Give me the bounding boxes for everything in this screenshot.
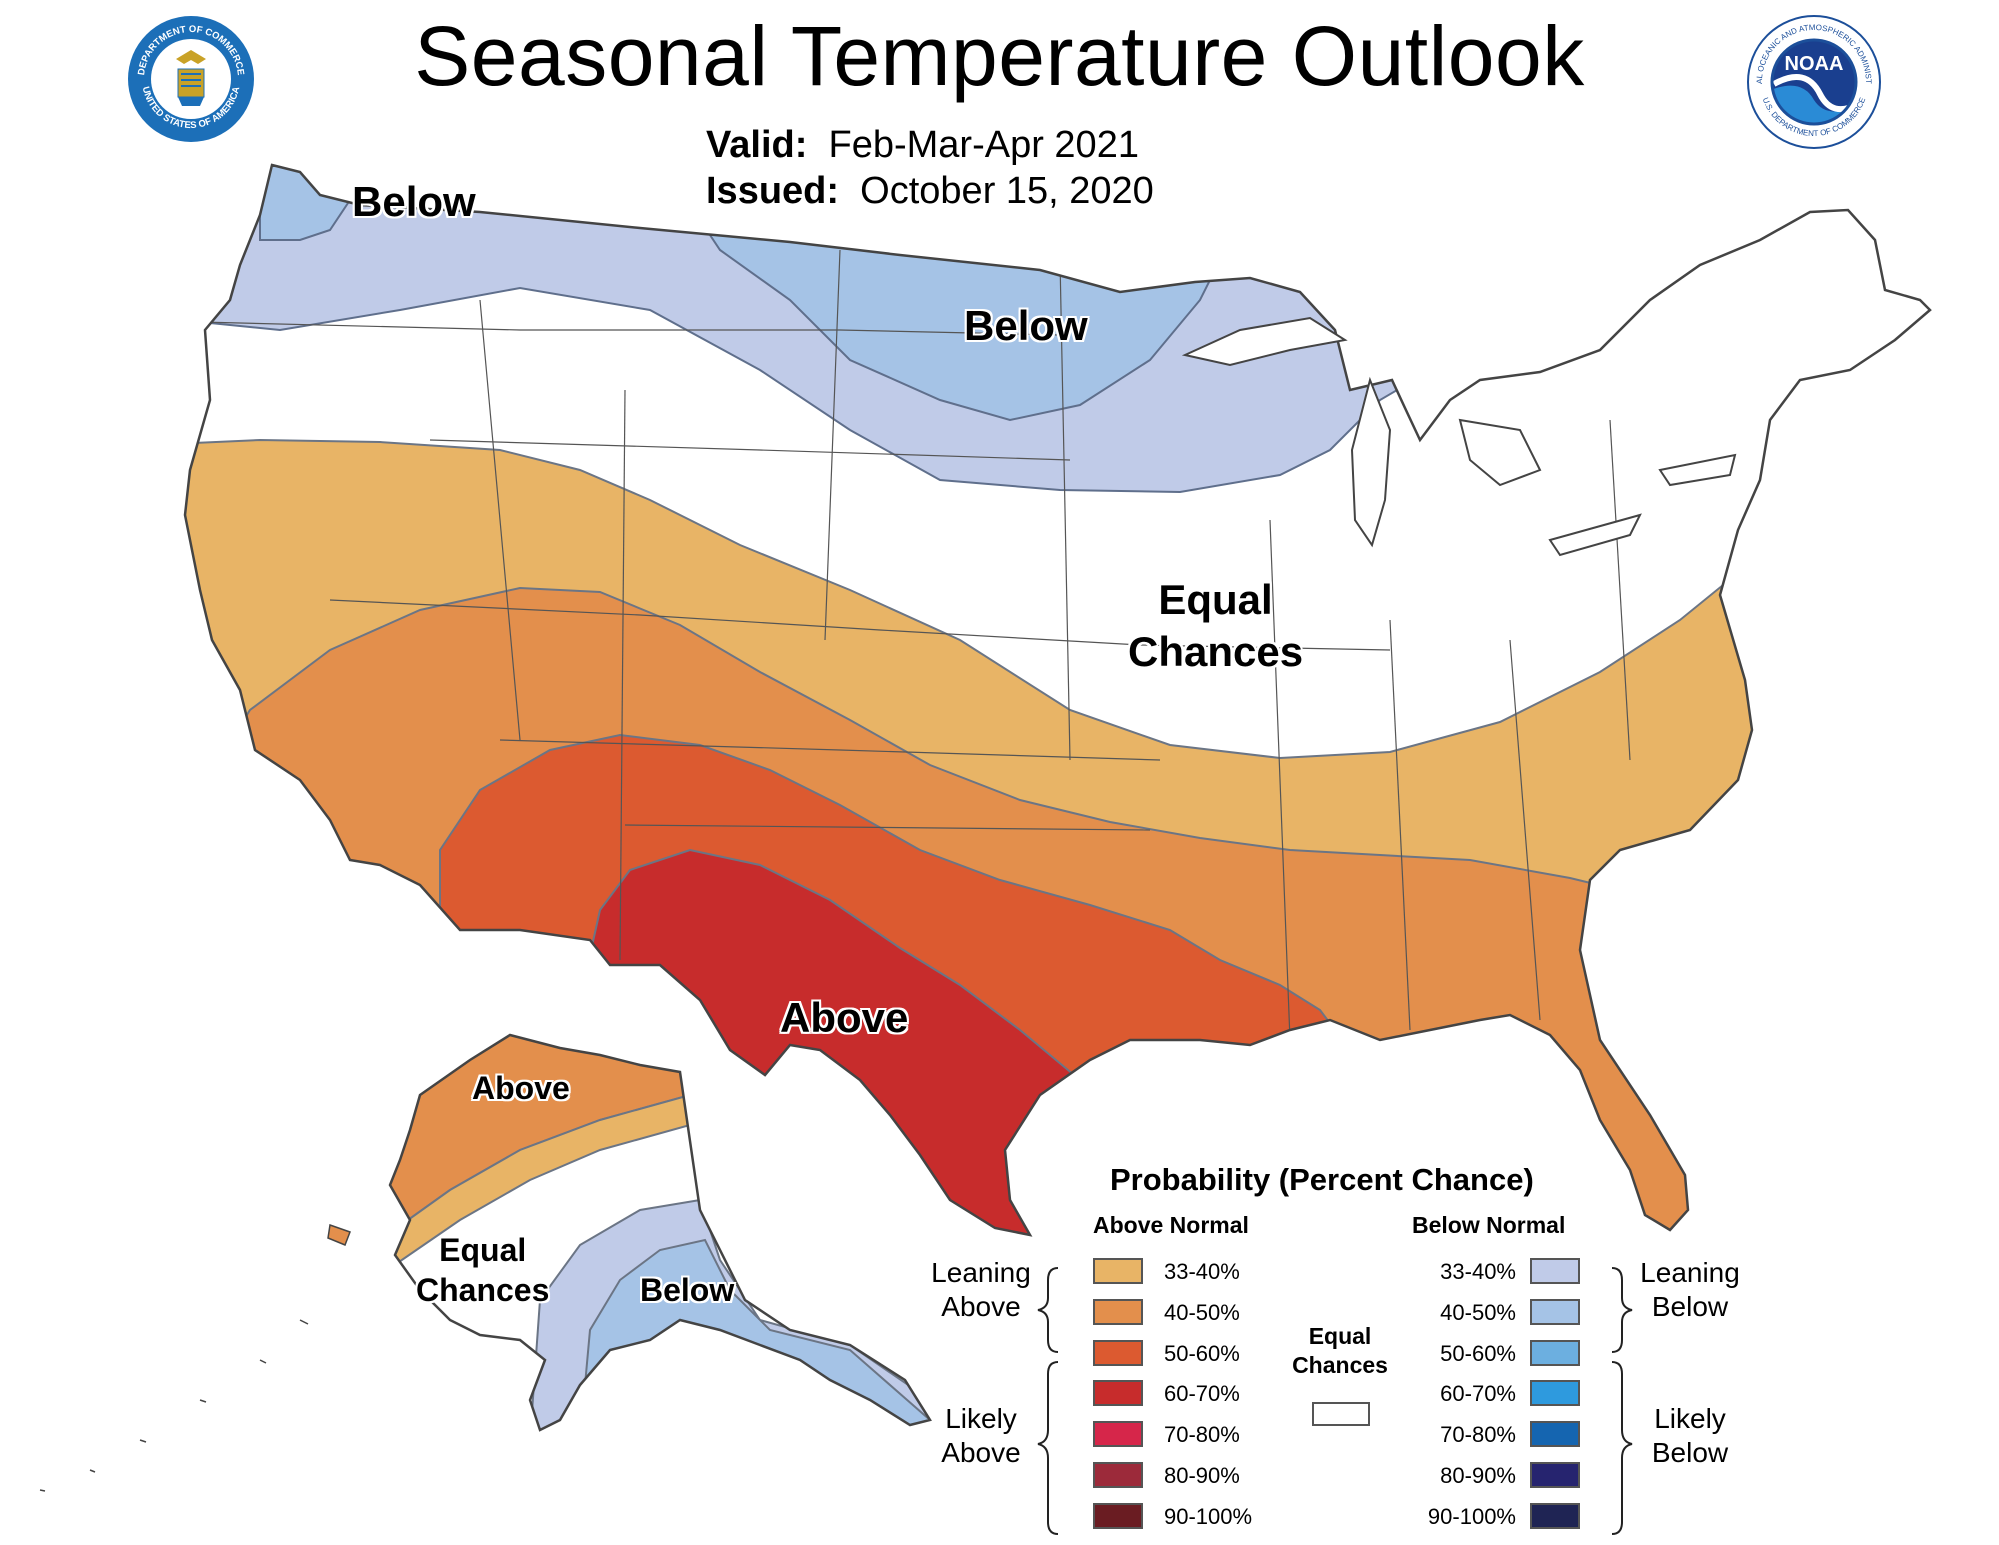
equal-chances-swatch bbox=[1312, 1402, 1370, 1426]
issued-label: Issued: bbox=[706, 170, 840, 212]
below-swatch bbox=[1530, 1421, 1580, 1447]
legend-braces bbox=[1037, 1267, 1633, 1535]
leaning-above-brace bbox=[1037, 1267, 1059, 1353]
likely-above-line1: Likely bbox=[945, 1403, 1017, 1434]
below-normal-header: Below Normal bbox=[1412, 1212, 1566, 1238]
north-below-label: Below bbox=[964, 302, 1088, 349]
ak-below-label: Below bbox=[640, 1272, 735, 1308]
leaning-above-line1: Leaning bbox=[931, 1257, 1031, 1288]
noaa-center-text: NOAA bbox=[1785, 53, 1844, 75]
below-swatch bbox=[1530, 1258, 1580, 1284]
above-swatch bbox=[1093, 1503, 1143, 1529]
likely-above-line2: Above bbox=[941, 1437, 1021, 1468]
above-swatch-label: 80-90% bbox=[1164, 1463, 1240, 1488]
above-swatch-label: 90-100% bbox=[1164, 1504, 1253, 1529]
below-swatch-label: 60-70% bbox=[1440, 1381, 1516, 1406]
legend: Probability (Percent Chance) Above Norma… bbox=[900, 1150, 1999, 1545]
leaning-below-line1: Leaning bbox=[1640, 1257, 1740, 1288]
issued-line: Issued: October 15, 2020 bbox=[706, 170, 1154, 213]
below-swatch bbox=[1530, 1340, 1580, 1366]
page-title: Seasonal Temperature Outlook bbox=[414, 9, 1585, 103]
above-swatch-label: 33-40% bbox=[1164, 1259, 1240, 1284]
above-swatch bbox=[1093, 1421, 1143, 1447]
below-swatch bbox=[1530, 1380, 1580, 1406]
likely-below-brace bbox=[1611, 1361, 1633, 1535]
noaa-logo-icon: NATIONAL OCEANIC AND ATMOSPHERIC ADMINIS… bbox=[1746, 14, 1881, 149]
likely-below-label: Likely Below bbox=[1635, 1402, 1745, 1470]
south-above-label: Above bbox=[780, 994, 909, 1041]
equal-chances-legend-label: Equal Chances bbox=[1280, 1322, 1400, 1380]
equal-chances-line1: Equal bbox=[1158, 576, 1273, 623]
leaning-below-label: Leaning Below bbox=[1635, 1256, 1745, 1324]
leaning-below-brace bbox=[1611, 1267, 1633, 1353]
above-swatch-label: 70-80% bbox=[1164, 1422, 1240, 1447]
likely-above-brace bbox=[1037, 1361, 1059, 1535]
issued-value: October 15, 2020 bbox=[860, 170, 1154, 212]
ak-equal-chances-label: Equal Chances bbox=[416, 1230, 549, 1310]
leaning-below-line2: Below bbox=[1651, 1291, 1729, 1322]
ak-equal-line2: Chances bbox=[416, 1272, 550, 1308]
likely-above-label: Likely Above bbox=[926, 1402, 1036, 1470]
leaning-above-line2: Above bbox=[941, 1291, 1021, 1322]
likely-below-line2: Below bbox=[1651, 1437, 1729, 1468]
below-swatch bbox=[1530, 1462, 1580, 1488]
below-swatch bbox=[1530, 1299, 1580, 1325]
equal-chances-legend-line2: Chances bbox=[1292, 1352, 1388, 1378]
above-swatch-label: 60-70% bbox=[1164, 1381, 1240, 1406]
above-swatch bbox=[1093, 1380, 1143, 1406]
valid-line: Valid: Feb-Mar-Apr 2021 bbox=[706, 124, 1139, 167]
valid-label: Valid: bbox=[706, 124, 808, 166]
below-swatch-label: 40-50% bbox=[1440, 1300, 1516, 1325]
above-swatch bbox=[1093, 1462, 1143, 1488]
equal-chances-label: Equal Chances bbox=[1128, 574, 1303, 678]
valid-value: Feb-Mar-Apr 2021 bbox=[828, 124, 1139, 166]
legend-title: Probability (Percent Chance) bbox=[1110, 1162, 1534, 1197]
below-swatch-label: 33-40% bbox=[1440, 1259, 1516, 1284]
equal-chances-legend-line1: Equal bbox=[1308, 1323, 1372, 1349]
above-swatch-label: 50-60% bbox=[1164, 1341, 1240, 1366]
department-of-commerce-seal-icon: DEPARTMENT OF COMMERCE UNITED STATES OF … bbox=[128, 16, 254, 142]
below-swatch-label: 50-60% bbox=[1440, 1341, 1516, 1366]
below-swatch-label: 90-100% bbox=[1427, 1504, 1516, 1529]
below-swatch-label: 80-90% bbox=[1440, 1463, 1516, 1488]
above-swatch-label: 40-50% bbox=[1164, 1300, 1240, 1325]
above-swatch bbox=[1093, 1340, 1143, 1366]
equal-chances-line2: Chances bbox=[1128, 628, 1304, 675]
likely-below-line1: Likely bbox=[1654, 1403, 1726, 1434]
leaning-above-label: Leaning Above bbox=[926, 1256, 1036, 1324]
above-swatch bbox=[1093, 1258, 1143, 1284]
above-normal-header: Above Normal bbox=[1093, 1212, 1249, 1238]
ak-equal-line1: Equal bbox=[439, 1232, 527, 1268]
below-swatch-label: 70-80% bbox=[1440, 1422, 1516, 1447]
nw-below-label: Below bbox=[352, 178, 476, 225]
below-swatch bbox=[1530, 1503, 1580, 1529]
ak-above-label: Above bbox=[472, 1070, 570, 1106]
above-swatch bbox=[1093, 1299, 1143, 1325]
